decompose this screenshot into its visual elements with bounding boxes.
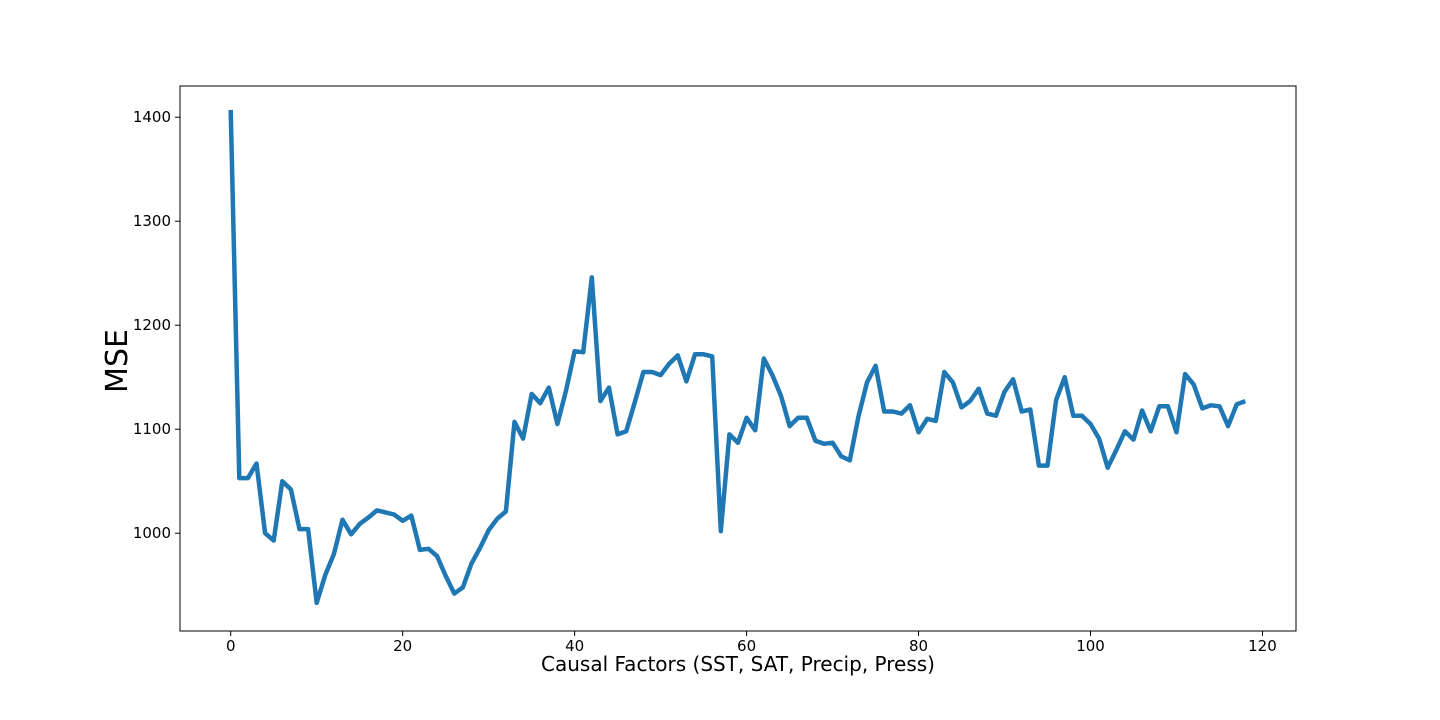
x-tick-label: 120 (1248, 637, 1277, 655)
x-tick-label: 20 (393, 637, 412, 655)
x-tick-label: 60 (737, 637, 756, 655)
y-axis-label: MSE (100, 329, 135, 393)
y-tick-label: 1200 (133, 316, 171, 334)
y-tick-label: 1300 (133, 212, 171, 230)
x-tick-label: 0 (226, 637, 236, 655)
y-tick-label: 1100 (133, 420, 171, 438)
x-tick-label: 80 (909, 637, 928, 655)
series-line (228, 109, 1247, 606)
y-tick-label: 1000 (133, 524, 171, 542)
y-axis-ticks: 1000 1100 1200 1300 1400 (133, 108, 180, 542)
y-tick-label: 1400 (133, 108, 171, 126)
plot-frame (179, 85, 1297, 632)
x-tick-label: 40 (565, 637, 584, 655)
x-axis-label: Causal Factors (SST, SAT, Precip, Press) (541, 652, 935, 676)
plot-background (180, 86, 1296, 631)
x-tick-label: 100 (1076, 637, 1105, 655)
x-axis-ticks: 0 20 40 60 80 100 120 (226, 631, 1277, 655)
